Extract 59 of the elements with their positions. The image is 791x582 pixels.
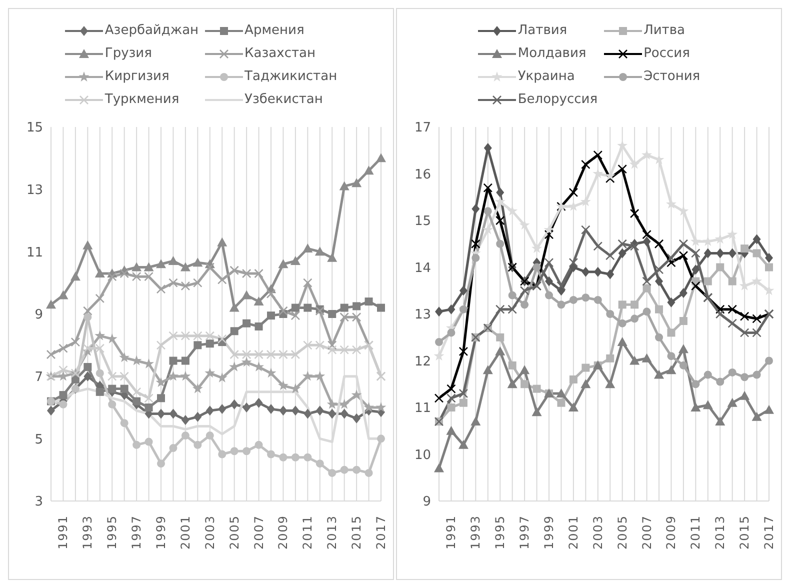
x-tick-label: 1993 (80, 515, 95, 550)
x-tick-label: 2017 (374, 515, 388, 550)
x-tick-label: 1997 (130, 515, 144, 550)
y-tick-label: 12 (414, 354, 431, 370)
x-tick-label: 2003 (202, 515, 217, 550)
y-tick-label: 9 (422, 494, 431, 510)
x-tick-label: 2009 (276, 515, 290, 550)
x-tick-label: 2003 (590, 515, 605, 550)
x-tick-label: 2005 (615, 515, 630, 550)
y-tick-label: 11 (414, 401, 431, 416)
x-tick-label: 2001 (566, 515, 580, 550)
x-tick-label: 1997 (518, 515, 532, 550)
y-tick-label: 11 (26, 245, 43, 260)
x-tick-label: 2001 (178, 515, 192, 550)
x-tick-label: 2015 (350, 515, 364, 550)
y-tick-label: 15 (26, 120, 43, 136)
x-tick-label: 2013 (325, 515, 340, 550)
y-tick-label: 3 (34, 494, 43, 510)
x-tick-label: 1995 (493, 515, 508, 550)
legend-label: Армения (244, 23, 304, 38)
x-tick-label: 1991 (444, 515, 458, 550)
x-tick-label: 2009 (664, 515, 678, 550)
y-tick-label: 13 (26, 182, 43, 198)
x-tick-label: 2017 (762, 515, 776, 550)
y-tick-label: 14 (414, 260, 431, 276)
x-tick-label: 2011 (688, 515, 703, 550)
y-tick-label: 7 (34, 370, 43, 385)
legend-label: Россия (644, 46, 690, 61)
x-tick-label: 2007 (252, 515, 266, 550)
legend-label: Туркмения (104, 92, 180, 107)
x-tick-label: 1999 (154, 515, 168, 550)
legend-label: Молдавия (518, 46, 586, 61)
y-tick-label: 13 (414, 308, 431, 323)
x-tick-label: 2007 (640, 515, 654, 550)
x-tick-label: 2005 (227, 515, 242, 550)
legend-label: Украина (518, 69, 575, 84)
legend-label: Белоруссия (518, 92, 598, 107)
legend-label: Узбекистан (244, 92, 323, 107)
x-tick-label: 2011 (300, 515, 315, 550)
y-tick-label: 15 (414, 214, 431, 230)
x-tick-label: 2015 (738, 515, 752, 550)
y-tick-label: 9 (34, 308, 43, 323)
x-tick-label: 1999 (542, 515, 556, 550)
y-tick-label: 10 (414, 448, 431, 463)
x-tick-label: 2013 (713, 515, 728, 550)
y-tick-label: 5 (34, 432, 43, 448)
legend-label: Литва (644, 23, 686, 38)
y-tick-label: 17 (414, 120, 431, 136)
x-tick-label: 1993 (468, 515, 483, 550)
legend-label: Казахстан (244, 46, 316, 61)
legend-label: Эстония (644, 69, 700, 84)
x-tick-label: 1995 (105, 515, 120, 550)
y-tick-label: 16 (414, 167, 431, 182)
legend-label: Таджикистан (244, 69, 338, 84)
legend-label: Киргизия (104, 69, 170, 84)
x-tick-label: 1991 (56, 515, 70, 550)
legend-label: Латвия (518, 23, 568, 38)
legend-label: Грузия (104, 46, 152, 61)
legend-label: Азербайджан (104, 23, 199, 38)
